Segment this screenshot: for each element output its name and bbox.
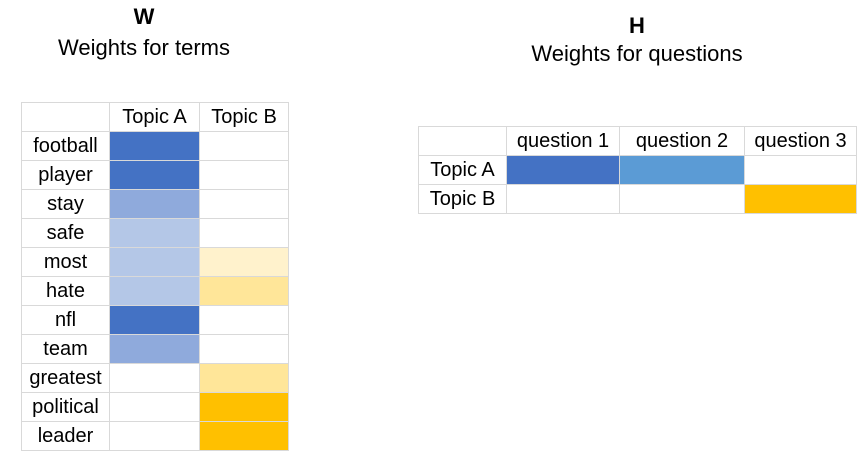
w-weight-cell-topic-a — [109, 189, 200, 219]
w-weight-cell-topic-a — [109, 305, 200, 335]
w-weights-table: Topic A Topic B football player stay saf… — [21, 102, 289, 451]
h-column-header-question-1: question 1 — [506, 126, 620, 156]
w-row-player: player — [21, 160, 289, 190]
w-term-label: greatest — [21, 363, 110, 393]
w-term-label: political — [21, 392, 110, 422]
w-weight-cell-topic-b — [199, 247, 289, 277]
w-row-nfl: nfl — [21, 305, 289, 335]
w-weight-cell-topic-b — [199, 334, 289, 364]
w-weight-cell-topic-a — [109, 276, 200, 306]
h-weight-cell-question-1 — [506, 184, 620, 214]
h-weight-cell-question-3 — [744, 155, 857, 185]
w-row-political: political — [21, 392, 289, 422]
w-column-header-topic-a: Topic A — [109, 102, 200, 132]
h-column-header-question-2: question 2 — [619, 126, 745, 156]
w-weight-cell-topic-b — [199, 392, 289, 422]
w-header-row: Topic A Topic B — [21, 102, 289, 132]
h-weight-cell-question-3 — [744, 184, 857, 214]
w-row-stay: stay — [21, 189, 289, 219]
w-term-label: football — [21, 131, 110, 161]
w-weight-cell-topic-b — [199, 189, 289, 219]
w-corner-cell — [21, 102, 110, 132]
w-term-label: leader — [21, 421, 110, 451]
w-weight-cell-topic-b — [199, 421, 289, 451]
w-weight-cell-topic-b — [199, 218, 289, 248]
w-weight-cell-topic-a — [109, 421, 200, 451]
h-row-topic-a: Topic A — [418, 155, 857, 185]
w-term-label: most — [21, 247, 110, 277]
w-term-label: team — [21, 334, 110, 364]
h-row-topic-b: Topic B — [418, 184, 857, 214]
w-column-header-topic-b: Topic B — [199, 102, 289, 132]
w-weight-cell-topic-b — [199, 363, 289, 393]
h-column-header-question-3: question 3 — [744, 126, 857, 156]
w-row-hate: hate — [21, 276, 289, 306]
h-matrix-subtitle: Weights for questions — [531, 41, 743, 66]
w-weight-cell-topic-a — [109, 218, 200, 248]
w-term-label: player — [21, 160, 110, 190]
w-matrix-subtitle: Weights for terms — [58, 35, 230, 60]
w-weight-cell-topic-a — [109, 160, 200, 190]
w-weight-cell-topic-b — [199, 276, 289, 306]
h-weight-cell-question-2 — [619, 184, 745, 214]
w-term-label: hate — [21, 276, 110, 306]
w-row-most: most — [21, 247, 289, 277]
w-weight-cell-topic-b — [199, 305, 289, 335]
h-header-row: question 1 question 2 question 3 — [418, 126, 857, 156]
h-matrix-letter: H — [629, 13, 645, 38]
w-row-safe: safe — [21, 218, 289, 248]
w-weight-cell-topic-a — [109, 363, 200, 393]
w-weight-cell-topic-a — [109, 334, 200, 364]
w-term-label: safe — [21, 218, 110, 248]
w-term-label: stay — [21, 189, 110, 219]
w-row-team: team — [21, 334, 289, 364]
w-term-label: nfl — [21, 305, 110, 335]
h-corner-cell — [418, 126, 507, 156]
w-row-leader: leader — [21, 421, 289, 451]
h-weights-table: question 1 question 2 question 3 Topic A… — [418, 126, 857, 214]
h-weight-cell-question-2 — [619, 155, 745, 185]
h-topic-label: Topic A — [418, 155, 507, 185]
w-weight-cell-topic-b — [199, 160, 289, 190]
w-row-football: football — [21, 131, 289, 161]
w-weight-cell-topic-a — [109, 131, 200, 161]
w-row-greatest: greatest — [21, 363, 289, 393]
w-weight-cell-topic-b — [199, 131, 289, 161]
h-topic-label: Topic B — [418, 184, 507, 214]
h-weight-cell-question-1 — [506, 155, 620, 185]
w-weight-cell-topic-a — [109, 247, 200, 277]
w-weight-cell-topic-a — [109, 392, 200, 422]
w-matrix-letter: W — [133, 4, 155, 29]
